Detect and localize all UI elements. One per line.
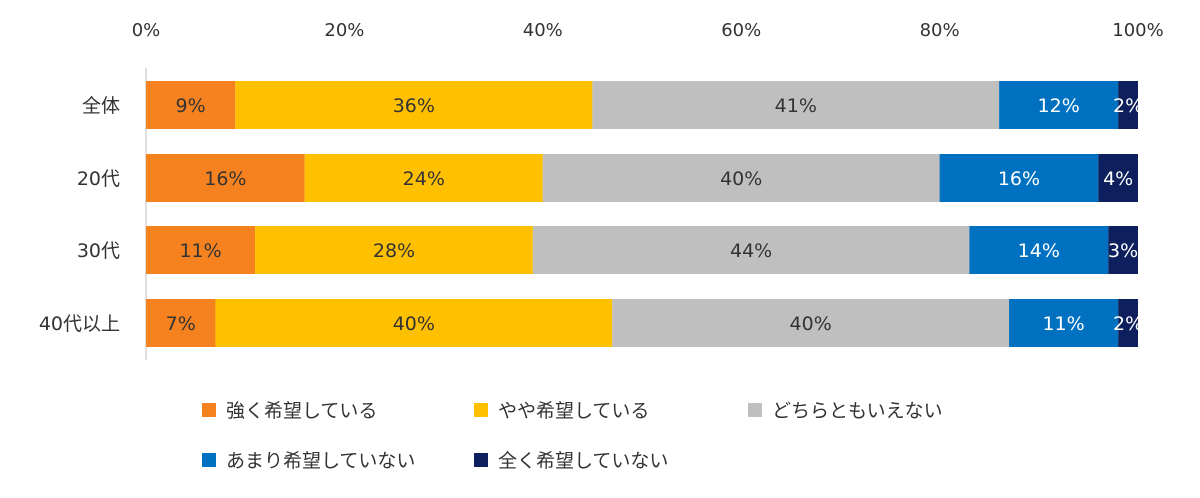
bar-segment (215, 299, 613, 347)
x-tick-label: 0% (132, 20, 161, 41)
data-label: 11% (1042, 313, 1084, 335)
bar-segment (146, 226, 256, 274)
data-label: 24% (403, 168, 445, 190)
bar-segment (532, 226, 970, 274)
legend-label: 全く希望していない (498, 450, 668, 472)
legend-swatch (748, 403, 762, 417)
bar-segment (146, 299, 216, 347)
data-label: 12% (1038, 95, 1080, 117)
bar-segment (969, 226, 1109, 274)
x-tick-label: 80% (920, 20, 960, 41)
data-label: 44% (730, 240, 772, 262)
bar-segment (146, 154, 305, 202)
data-label: 16% (204, 168, 246, 190)
data-label: 40% (393, 313, 435, 335)
legend-swatch (202, 403, 216, 417)
bar-segment (612, 299, 1010, 347)
bar-segment (255, 226, 533, 274)
bar-segment (235, 81, 593, 129)
bar-segment (542, 154, 940, 202)
legend-swatch (474, 403, 488, 417)
data-label: 40% (720, 168, 762, 190)
data-label: 9% (176, 95, 206, 117)
legend-swatch (202, 453, 216, 467)
data-label: 7% (166, 313, 196, 335)
legend-label: どちらともいえない (772, 400, 943, 422)
bar-segment (1118, 81, 1138, 129)
data-label: 16% (998, 168, 1040, 190)
bars-group: 9% 36% 41% 12% 2% 16% 24% 40% 16% 4% 11% 28% 44% 14% 3… (146, 81, 1143, 347)
category-label: 30代 (77, 240, 120, 262)
category-label: 全体 (82, 95, 120, 117)
bar-segment (146, 81, 236, 129)
bar-segment (939, 154, 1099, 202)
data-label: 2% (1113, 313, 1143, 335)
category-label: 20代 (77, 168, 120, 190)
bar-segment (1009, 299, 1119, 347)
x-tick-label: 40% (523, 20, 563, 41)
legend-label: やや希望している (498, 400, 649, 422)
category-label: 40代以上 (39, 313, 120, 335)
x-tick-label: 20% (324, 20, 364, 41)
bar-segment (304, 154, 543, 202)
x-tick-label: 100% (1112, 20, 1163, 41)
data-label: 14% (1018, 240, 1060, 262)
data-label: 28% (373, 240, 415, 262)
x-axis-ticks: 0% 20% 40% 60% 80% 100% (132, 20, 1164, 41)
legend-label: 強く希望している (226, 400, 377, 422)
bar-segment (1118, 299, 1138, 347)
data-label: 36% (393, 95, 435, 117)
bar-segment (999, 81, 1119, 129)
x-tick-label: 60% (721, 20, 761, 41)
data-label: 4% (1103, 168, 1133, 190)
data-label: 41% (775, 95, 817, 117)
bar-segment (592, 81, 1000, 129)
data-label: 2% (1113, 95, 1143, 117)
bar-segment (1098, 154, 1138, 202)
legend-swatch (474, 453, 488, 467)
data-label: 40% (790, 313, 832, 335)
data-label: 3% (1108, 240, 1138, 262)
legend-label: あまり希望していない (226, 450, 415, 472)
category-labels: 全体 20代 30代 40代以上 (39, 95, 120, 335)
bar-segment (1108, 226, 1138, 274)
data-label: 11% (179, 240, 221, 262)
